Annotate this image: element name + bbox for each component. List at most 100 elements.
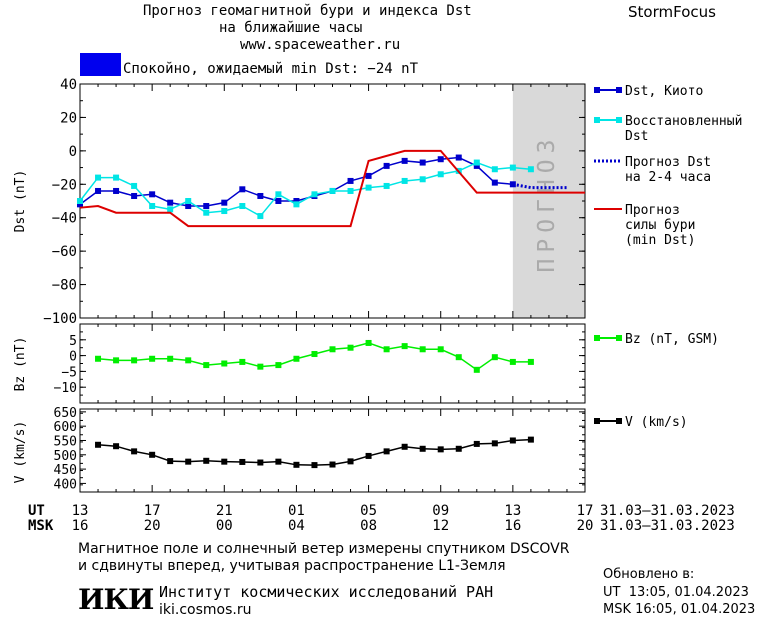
legend-label: силы бури: [625, 218, 695, 233]
ut-tick-label: 21: [216, 503, 233, 519]
y-tick-label: −60: [52, 244, 77, 260]
data-point: [113, 187, 120, 194]
data-point: [293, 201, 300, 208]
ut-tick-label: 17: [144, 503, 161, 519]
data-point: [455, 354, 462, 361]
data-point: [347, 458, 354, 465]
data-point: [239, 358, 246, 365]
status-text: Спокойно, ожидаемый min Dst: −24 nT: [123, 61, 419, 77]
legend-marker: [616, 117, 622, 123]
data-point: [167, 458, 174, 465]
data-point: [383, 448, 390, 455]
msk-tick-label: 00: [216, 518, 233, 534]
data-point: [311, 462, 318, 469]
source-url: www.spaceweather.ru: [240, 37, 401, 53]
data-point: [149, 355, 156, 362]
legend-marker: [594, 418, 600, 424]
y-tick-label: −10: [54, 381, 77, 396]
data-point: [149, 203, 156, 210]
data-point: [365, 452, 372, 459]
data-point: [113, 443, 120, 450]
legend-marker: [594, 335, 600, 341]
data-point: [419, 346, 426, 353]
data-point: [239, 458, 246, 465]
title-line-1: Прогноз геомагнитной бури и индекса Dst: [143, 3, 472, 19]
data-point: [311, 191, 318, 198]
msk-axis-label: MSK: [28, 518, 54, 534]
msk-tick-label: 16: [72, 518, 89, 534]
updated-msk: MSK 16:05, 01.04.2023: [603, 602, 756, 617]
y-tick-label: 40: [60, 77, 77, 93]
data-point: [257, 459, 264, 466]
data-point: [311, 351, 318, 358]
updated-label: Обновлено в:: [603, 567, 695, 582]
data-point: [167, 206, 174, 213]
data-point: [131, 182, 138, 189]
data-point: [347, 344, 354, 351]
y-tick-label: −40: [52, 211, 77, 227]
legend-label: на 2-4 часа: [625, 170, 711, 185]
panel-frame: [79, 83, 586, 319]
data-point: [527, 358, 534, 365]
data-point: [149, 451, 156, 458]
legend-label: Прогноз: [625, 203, 680, 218]
institute-url[interactable]: iki.cosmos.ru: [159, 602, 252, 618]
status-swatch: [80, 53, 121, 76]
msk-tick-label: 04: [288, 518, 305, 534]
data-point: [365, 184, 372, 191]
data-point: [383, 162, 390, 169]
data-point: [77, 201, 83, 208]
series-line: [79, 161, 531, 218]
legend-marker: [594, 87, 600, 93]
panel-frame: [79, 323, 586, 404]
data-point: [221, 208, 228, 215]
msk-tick-label: 12: [432, 518, 449, 534]
data-point: [221, 360, 228, 367]
y-tick-label: 600: [54, 420, 77, 435]
legend-label: V (km/s): [625, 415, 688, 430]
data-point: [185, 203, 192, 210]
forecast-band-rect: [512, 84, 585, 318]
data-point: [221, 458, 228, 465]
y-tick-label: 400: [54, 477, 77, 492]
data-point: [95, 174, 102, 181]
y-tick-label: 650: [54, 406, 77, 421]
legend-label: Восстановленный: [625, 114, 742, 129]
forecast-band-text: ПРОГНОЗ: [534, 134, 560, 273]
data-point: [365, 339, 372, 346]
y-tick-label: 0: [69, 350, 77, 365]
legend-marker: [594, 117, 600, 123]
legend-label: Dst, Киото: [625, 84, 703, 99]
legend-label: (min Dst): [625, 233, 695, 248]
data-point: [401, 443, 408, 450]
data-point: [149, 191, 156, 198]
ut-tick-label: 13: [504, 503, 521, 519]
institute-name: Институт космических исследований РАН: [159, 583, 494, 601]
data-point: [509, 358, 516, 365]
data-point: [275, 458, 282, 465]
ut-tick-label: 05: [360, 503, 377, 519]
data-point: [383, 346, 390, 353]
data-point: [527, 436, 534, 443]
data-point: [437, 346, 444, 353]
data-point: [113, 357, 120, 364]
data-point: [131, 192, 138, 199]
series-line: [79, 149, 585, 228]
legend-marker: [616, 418, 622, 424]
updated-ut: UT 13:05, 01.04.2023: [603, 585, 749, 600]
data-point: [185, 198, 192, 204]
data-point: [419, 176, 426, 183]
footnote-line-1: Магнитное поле и солнечный ветер измерен…: [78, 541, 570, 557]
msk-tick-label: 20: [577, 518, 594, 534]
data-point: [131, 357, 138, 364]
data-point: [365, 172, 372, 179]
series-line: [512, 182, 567, 190]
data-point: [239, 186, 246, 193]
data-point: [419, 159, 426, 166]
data-point: [293, 461, 300, 468]
footnote-line-2: и сдвинуты вперед, учитывая распростране…: [78, 558, 506, 574]
y-tick-label: 550: [54, 434, 77, 449]
